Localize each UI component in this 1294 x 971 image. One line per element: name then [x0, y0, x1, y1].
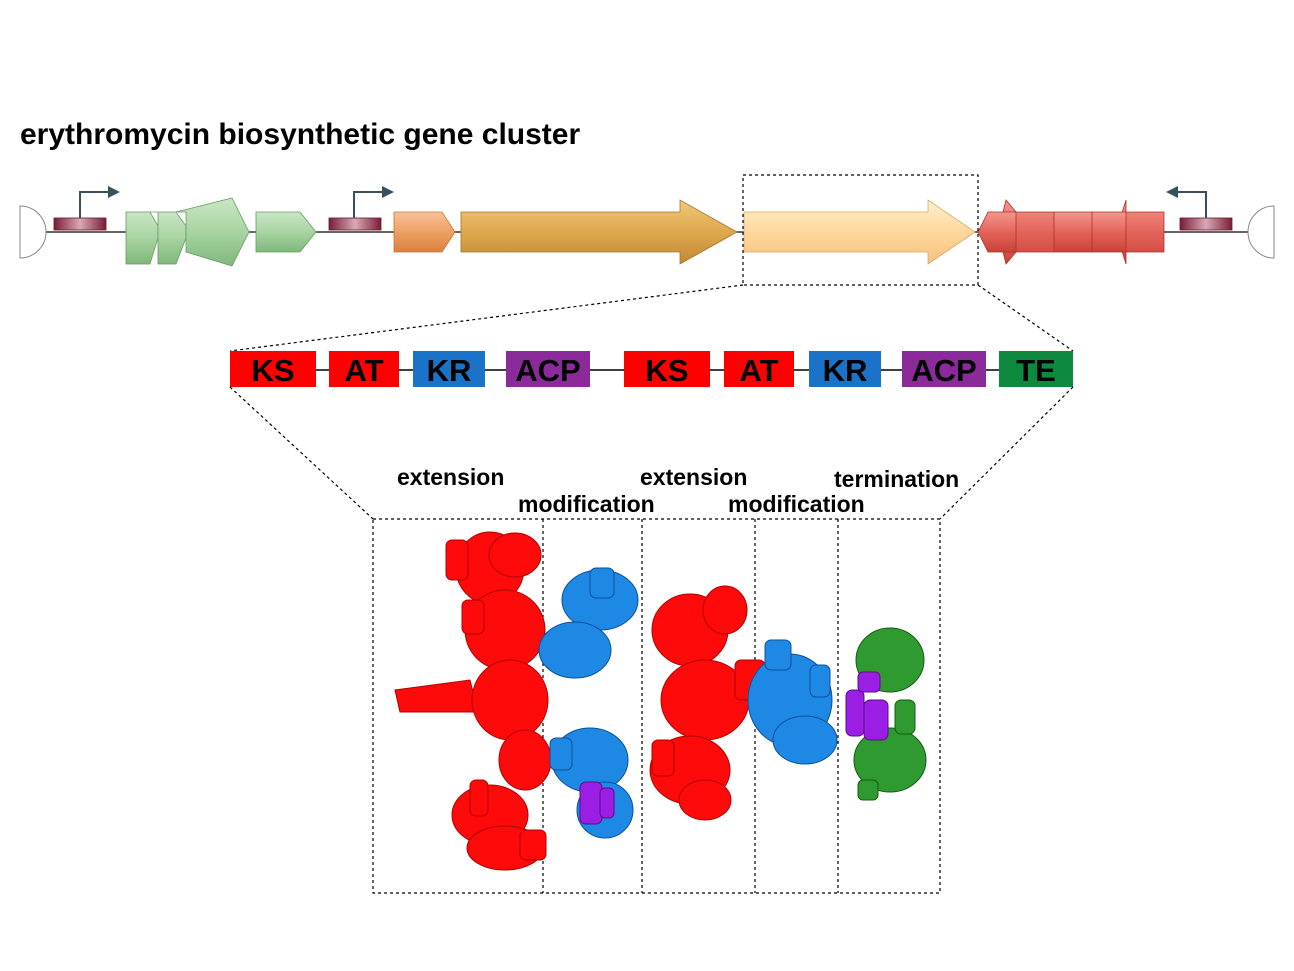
domain-label-acp: ACP	[911, 353, 976, 388]
domain-label-kr: KR	[823, 353, 868, 388]
domain-box-at	[724, 351, 794, 387]
domain-box-acp	[902, 351, 986, 387]
gene-arrow-tan	[460, 199, 738, 265]
domain-box-ks	[230, 351, 316, 387]
stage-labels: extension modification extension modific…	[397, 464, 959, 517]
domain-label-ks: KS	[251, 353, 294, 388]
domain-label-acp: ACP	[515, 353, 580, 388]
promoter-2	[328, 186, 394, 231]
promoter-arrow-icon	[1166, 186, 1178, 198]
domain-box-acp	[506, 351, 590, 387]
kr-structure-2	[747, 639, 838, 765]
promoter-3	[1166, 186, 1233, 231]
promoter-1	[53, 186, 120, 231]
domain-box-at	[329, 351, 399, 387]
domain-label-ks: KS	[645, 353, 688, 388]
gene-arrow	[150, 211, 187, 265]
stage-label-modification-1: modification	[518, 491, 655, 517]
gene-track	[19, 174, 1275, 352]
gene-arrow-orange	[393, 211, 456, 253]
domain-box-kr	[809, 351, 881, 387]
stage-label-extension-2: extension	[640, 464, 747, 490]
right-terminator-icon	[1247, 205, 1275, 259]
kr-structure-1	[538, 567, 639, 839]
structure-panel	[372, 518, 941, 894]
left-terminator-icon	[19, 205, 47, 259]
stage-label-termination: termination	[834, 466, 959, 492]
page-title: erythromycin biosynthetic gene cluster	[20, 118, 581, 151]
domain-box-ks	[624, 351, 710, 387]
green-genes	[125, 197, 317, 267]
stage-label-extension-1: extension	[397, 464, 504, 490]
ks-at-structure-2	[649, 585, 766, 821]
promoter-arrow-icon	[382, 186, 394, 198]
acp-structure-1	[579, 781, 615, 825]
stage-label-modification-2: modification	[728, 491, 865, 517]
domain-label-at: AT	[739, 353, 778, 388]
domain-label-at: AT	[344, 353, 383, 388]
gene-arrow	[255, 211, 317, 253]
domain-box-te	[999, 351, 1073, 387]
ks-at-structure-1	[394, 531, 552, 871]
acp-structure-2	[845, 671, 889, 741]
gene-arrow	[125, 211, 159, 265]
gene-arrow-peach	[743, 199, 976, 265]
domain-label-te: TE	[1016, 353, 1056, 388]
domain-box-kr	[413, 351, 485, 387]
gene-arrow	[175, 197, 250, 267]
zoom-box	[742, 174, 979, 286]
promoter-arrow-icon	[108, 186, 120, 198]
domain-label-kr: KR	[427, 353, 472, 388]
red-genes	[977, 199, 1165, 265]
domain-bar: KS AT KR ACP KS AT KR ACP TE	[230, 351, 1073, 388]
